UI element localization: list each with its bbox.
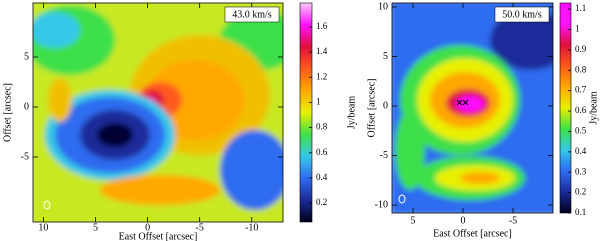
y-tick-label: 10 xyxy=(378,1,388,12)
colorbar-tick-label: 0.2 xyxy=(316,197,327,207)
annotation: 43.0 km/s xyxy=(232,9,272,20)
markers xyxy=(43,99,469,210)
y-tick-label: 0 xyxy=(24,101,29,112)
x-tick-label: 5 xyxy=(411,215,416,226)
annotation-box xyxy=(224,6,280,23)
y-axis-label: Offset [arcsec] xyxy=(366,79,377,138)
colorbar xyxy=(299,2,313,223)
colorbar-tick-label: 1.1 xyxy=(575,3,586,13)
colorbar-tick-label: 0.8 xyxy=(575,64,587,74)
colorbar-tick-label: 1 xyxy=(575,24,580,34)
colorbar-tick-label: 0.4 xyxy=(575,146,587,156)
colorbar-tick-label: 0.4 xyxy=(316,172,328,182)
y-tick-label: -10 xyxy=(375,199,388,210)
colorbar-tick-label: 1.6 xyxy=(316,21,328,31)
map-image xyxy=(33,3,283,222)
x-tick-label: -5 xyxy=(509,215,517,226)
x-tick-label: 0 xyxy=(461,215,466,226)
colorbar-tick-label: 1.4 xyxy=(316,46,328,56)
map-image xyxy=(392,3,553,213)
y-tick-label: 5 xyxy=(24,51,29,62)
x-tick-label: -10 xyxy=(245,222,258,233)
x-axis-label: East Offset [arcsec] xyxy=(433,228,512,239)
annotation: 50.0 km/s xyxy=(502,9,542,20)
annotation-box xyxy=(494,6,550,23)
colorbar xyxy=(559,2,572,214)
colorbar-label: Jy/beam xyxy=(588,91,599,125)
colorbar-tick-label: 0.7 xyxy=(575,85,587,95)
y-tick-label: -5 xyxy=(21,151,29,162)
colorbar-tick-label: 0.5 xyxy=(575,126,587,136)
colorbar-tick-label: 1.2 xyxy=(316,71,327,81)
x-tick-label: 0 xyxy=(145,222,150,233)
colorbar-tick-label: 0.1 xyxy=(575,207,586,217)
colorbar-tick-label: 0.6 xyxy=(316,147,328,157)
colorbar-tick-label: 0.6 xyxy=(575,105,587,115)
colorbar-label: Jy/beam xyxy=(346,96,357,130)
colorbar-tick-label: 0.2 xyxy=(575,187,586,197)
x-tick-label: 10 xyxy=(38,222,48,233)
colorbar-tick-label: 0.9 xyxy=(575,44,587,54)
x-axis-label: East Offset [arcsec] xyxy=(119,231,198,241)
y-tick-label: -5 xyxy=(380,150,388,161)
y-axis-label: Offset [arcsec] xyxy=(2,83,13,142)
y-tick-label: 0 xyxy=(383,100,388,111)
plot-frame xyxy=(32,2,284,223)
x-tick-label: 5 xyxy=(93,222,98,233)
colorbar-tick-label: 0.8 xyxy=(316,122,328,132)
colorbar-tick-label: 0.3 xyxy=(575,166,587,176)
y-tick-label: 5 xyxy=(383,51,388,62)
plot-frame xyxy=(391,2,554,214)
x-tick-label: -5 xyxy=(195,222,203,233)
colorbar-tick-label: 1 xyxy=(316,96,321,106)
